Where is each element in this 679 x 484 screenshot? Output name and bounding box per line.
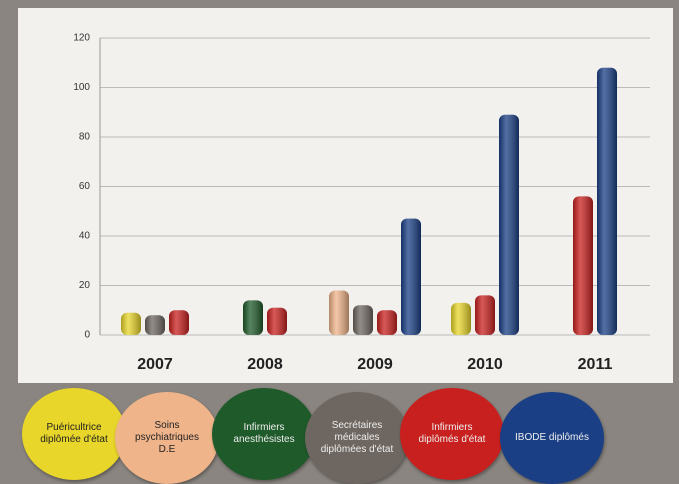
x-tick-label: 2010: [467, 356, 503, 373]
legend-entry: Soins psychiatriques D.E: [115, 392, 219, 484]
y-tick-label: 40: [79, 231, 91, 242]
y-tick-label: 120: [73, 33, 90, 44]
bar-shade: [121, 312, 141, 335]
legend-entry: IBODE diplômés: [500, 392, 604, 484]
bar-shade: [573, 196, 593, 335]
bar-shade: [401, 218, 421, 335]
x-tick-label: 2009: [357, 356, 393, 373]
bar-shade: [475, 295, 495, 335]
bar-shade: [329, 290, 349, 335]
x-tick-label: 2007: [137, 356, 173, 373]
legend-entry: Infirmiers diplômés d'état: [400, 388, 504, 480]
y-tick-label: 60: [79, 181, 91, 192]
bar-shade: [377, 310, 397, 335]
bar-shade: [169, 310, 189, 335]
bar-shade: [267, 307, 287, 335]
bar-shade: [353, 305, 373, 335]
bar-shade: [451, 302, 471, 335]
x-tick-label: 2011: [578, 356, 613, 373]
legend-entry: Secrétaires médicales diplômées d'état: [305, 392, 409, 484]
bar-shade: [145, 315, 165, 335]
y-tick-label: 0: [84, 330, 90, 341]
y-tick-label: 100: [73, 82, 90, 93]
bar-shade: [597, 67, 617, 335]
bar-shade: [243, 300, 263, 335]
legend-entry: Puéricultrice diplômée d'état: [22, 388, 126, 480]
y-tick-label: 20: [79, 280, 91, 291]
legend-entry: Infirmiers anesthésistes: [212, 388, 316, 480]
y-tick-label: 80: [79, 132, 91, 143]
x-tick-label: 2008: [247, 356, 283, 373]
bar-shade: [499, 114, 519, 335]
